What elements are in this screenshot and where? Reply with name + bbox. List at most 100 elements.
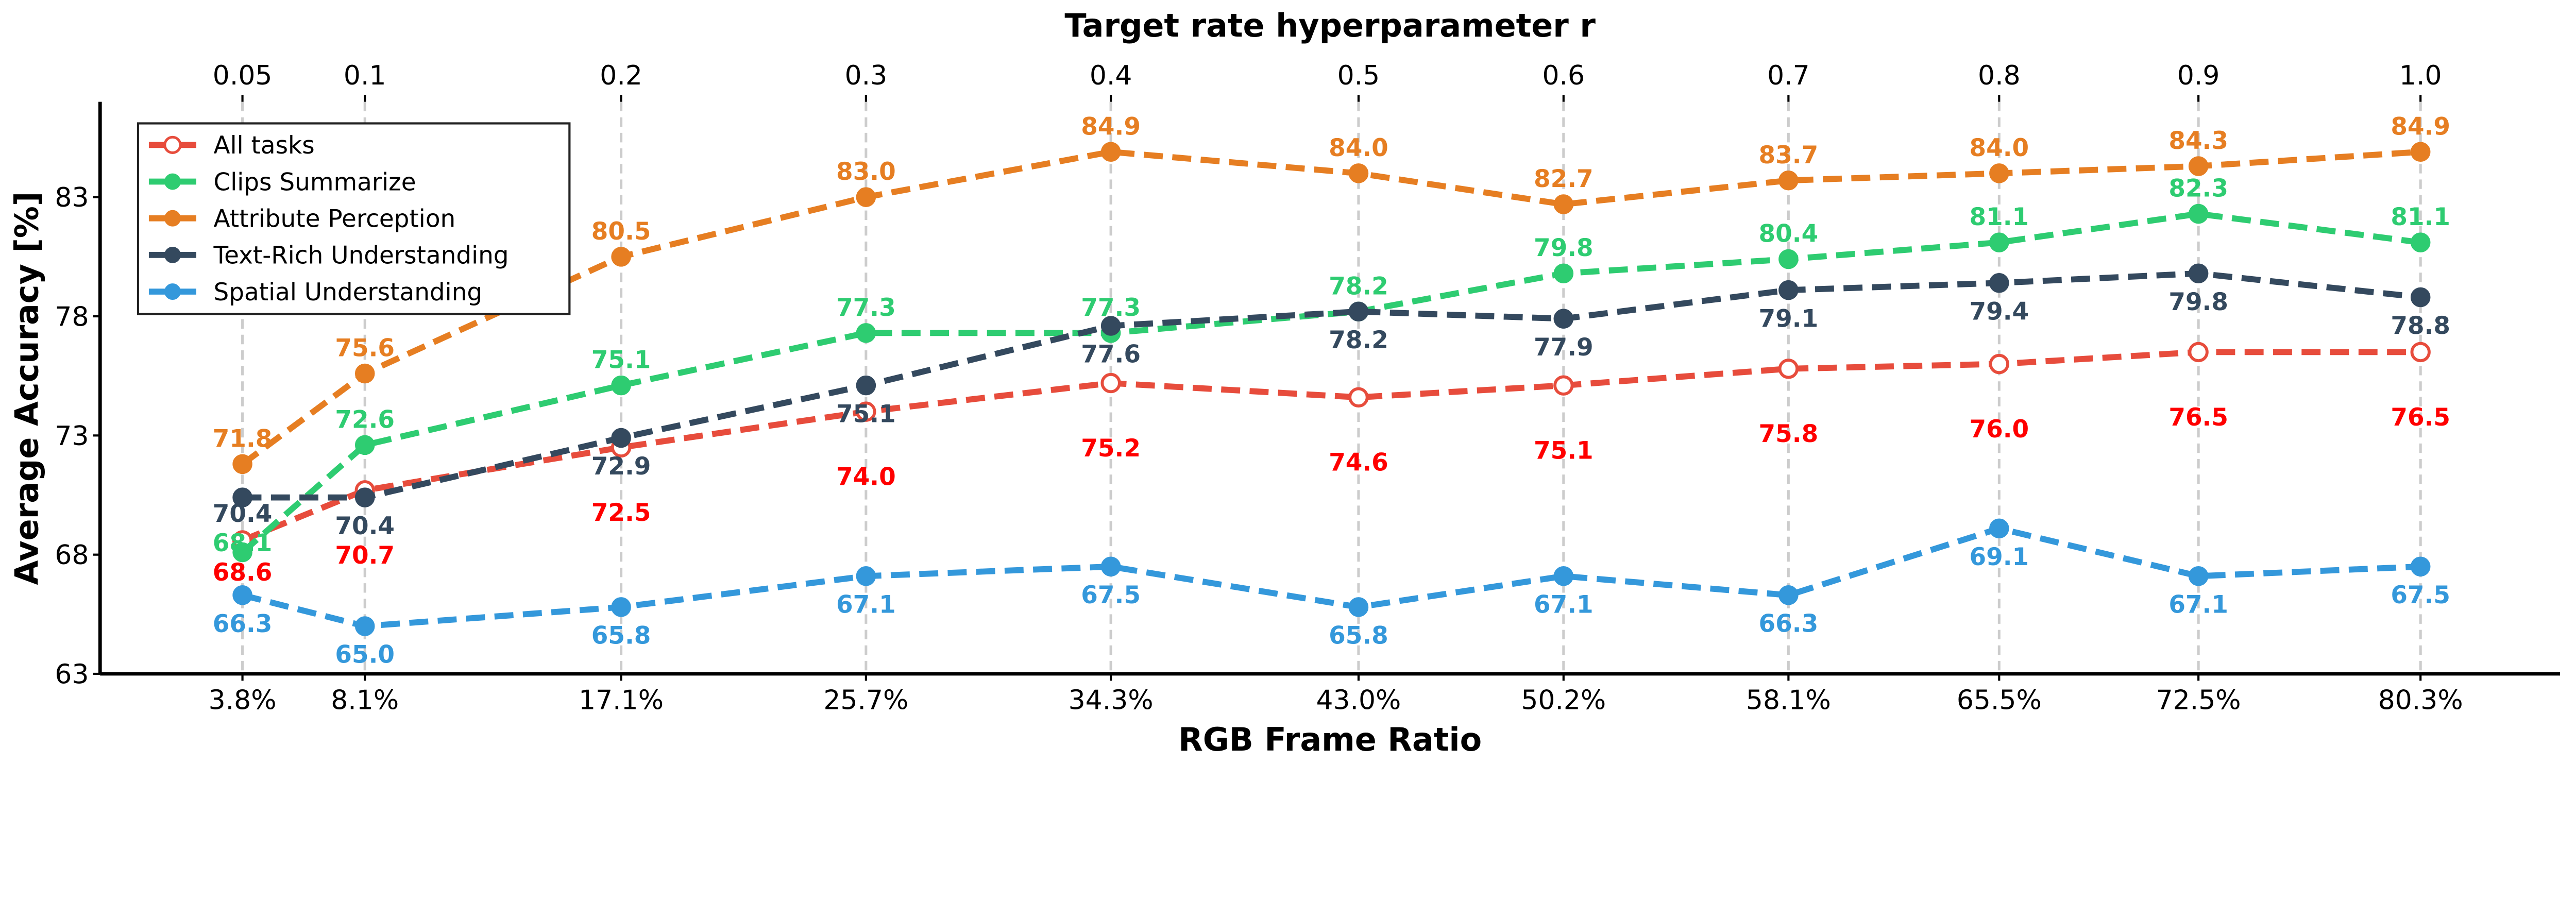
data-point [354, 435, 375, 455]
data-point [1778, 280, 1799, 300]
x-tick-label: 72.5% [2156, 685, 2241, 716]
data-label: 81.1 [1969, 203, 2029, 231]
data-label: 84.3 [2168, 127, 2228, 155]
data-label: 69.1 [1969, 543, 2029, 571]
legend-label: Clips Summarize [214, 168, 416, 196]
series-spatial-understanding: 66.3 65.0 65.8 67.1 67.5 65.8 67.1 66.3 69.1 67.1… [213, 518, 2450, 669]
data-point [1778, 249, 1799, 269]
series-clips-summarize: 68.172.675.177.3 77.378.279.880.481.182.3… [213, 175, 2450, 563]
x-tick-label: 43.0% [1316, 685, 1401, 716]
x-tick-label: 80.3% [2378, 685, 2463, 716]
y-tick-label: 68 [55, 540, 89, 571]
legend-marker [164, 210, 181, 227]
data-label: 70.4 [213, 500, 273, 528]
data-point [232, 487, 252, 507]
data-point [232, 454, 252, 474]
data-label: 77.9 [1534, 333, 1594, 362]
data-point [1348, 301, 1369, 322]
data-label: 75.1 [1534, 437, 1594, 465]
data-label: 77.6 [1081, 341, 1141, 369]
legend-marker [164, 173, 181, 190]
y-tick-label: 73 [55, 421, 89, 452]
data-point [1100, 556, 1121, 577]
legend-label: All tasks [214, 131, 315, 160]
legend-marker [164, 246, 181, 263]
data-point [354, 616, 375, 636]
data-point [1553, 194, 1574, 214]
data-label: 65.0 [335, 641, 395, 669]
data-label: 79.1 [1759, 304, 1819, 333]
legend-marker [164, 283, 181, 300]
data-label: 70.7 [335, 541, 395, 570]
data-label: 79.4 [1969, 297, 2029, 326]
data-label: 71.8 [213, 424, 273, 453]
data-point [2410, 342, 2431, 363]
data-point [354, 363, 375, 384]
data-label: 84.9 [1081, 112, 1141, 141]
data-point [856, 375, 876, 396]
data-label: 68.6 [213, 558, 273, 587]
data-point [1989, 163, 2009, 183]
data-point [2410, 556, 2431, 577]
top-tick-label: 0.3 [845, 60, 888, 91]
series-text-rich-understanding: 70.4 70.4 72.9 75.1 77.6 78.2 77.9 79.1 79.4 79.8… [213, 263, 2450, 540]
data-label: 84.0 [1329, 134, 1388, 162]
data-label: 84.0 [1969, 134, 2029, 162]
data-point [2188, 566, 2209, 586]
data-point [2188, 263, 2209, 283]
data-label: 80.4 [1759, 219, 1819, 248]
data-point [1100, 142, 1121, 162]
series-group: 68.6 70.7 72.5 74.0 75.2 74.6 75.1 75.8 76.0 76.5… [213, 112, 2450, 669]
data-label: 81.1 [2391, 203, 2450, 231]
data-point [1553, 375, 1574, 396]
x-tick-label: 58.1% [1746, 685, 1831, 716]
data-point [1778, 171, 1799, 191]
y-tick-label: 63 [55, 659, 89, 690]
top-tick-label: 0.05 [213, 60, 273, 91]
top-tick-label: 0.1 [344, 60, 386, 91]
legend-label: Text-Rich Understanding [213, 242, 509, 270]
data-label: 67.1 [836, 590, 896, 619]
data-point [2188, 156, 2209, 176]
data-label: 83.0 [836, 158, 896, 186]
data-label: 79.8 [1534, 234, 1594, 262]
data-point [2410, 287, 2431, 308]
data-label: 75.2 [1081, 434, 1141, 463]
data-label: 75.6 [335, 334, 395, 363]
top-tick-label: 1.0 [2399, 60, 2442, 91]
data-label: 72.6 [335, 405, 395, 434]
data-label: 75.1 [836, 400, 896, 428]
top-axis-title: Target rate hyperparameter r [1064, 7, 1596, 44]
y-axis-title: Average Accuracy [%] [8, 192, 46, 585]
x-tick-label: 8.1% [331, 685, 399, 716]
data-label: 66.3 [213, 610, 273, 638]
x-tick-label: 65.5% [1957, 685, 2042, 716]
x-axis-title: RGB Frame Ratio [1178, 721, 1482, 758]
data-label: 78.2 [1329, 326, 1388, 354]
data-point [1989, 273, 2009, 293]
x-tick-label: 50.2% [1521, 685, 1606, 716]
data-label: 76.5 [2391, 403, 2450, 432]
legend-label: Spatial Understanding [214, 278, 483, 307]
data-point [1348, 597, 1369, 617]
axes: 3.8% 0.05 8.1% 0.1 17.1% 0.2 25.7% 0.3 34.3% 0.4 4… [55, 60, 2561, 716]
data-label: 76.5 [2168, 403, 2228, 432]
data-label: 67.5 [2391, 581, 2450, 609]
data-label: 67.5 [1081, 581, 1141, 609]
legend-label: Attribute Perception [214, 205, 456, 233]
data-label: 79.8 [2168, 288, 2228, 316]
data-point [232, 542, 252, 563]
line-chart: 68.6 70.7 72.5 74.0 75.2 74.6 75.1 75.8 76.0 76.5… [8, 7, 2561, 758]
data-point [232, 585, 252, 605]
y-tick-label: 78 [55, 301, 89, 332]
data-label: 74.6 [1329, 449, 1388, 477]
data-label: 67.1 [2168, 590, 2228, 619]
data-label: 82.3 [2168, 175, 2228, 203]
legend-box [137, 122, 571, 315]
top-tick-label: 0.5 [1337, 60, 1380, 91]
data-point [1778, 585, 1799, 605]
data-label: 77.3 [836, 294, 896, 322]
top-tick-label: 0.6 [1543, 60, 1585, 91]
data-point [611, 597, 631, 617]
data-point [1553, 566, 1574, 586]
